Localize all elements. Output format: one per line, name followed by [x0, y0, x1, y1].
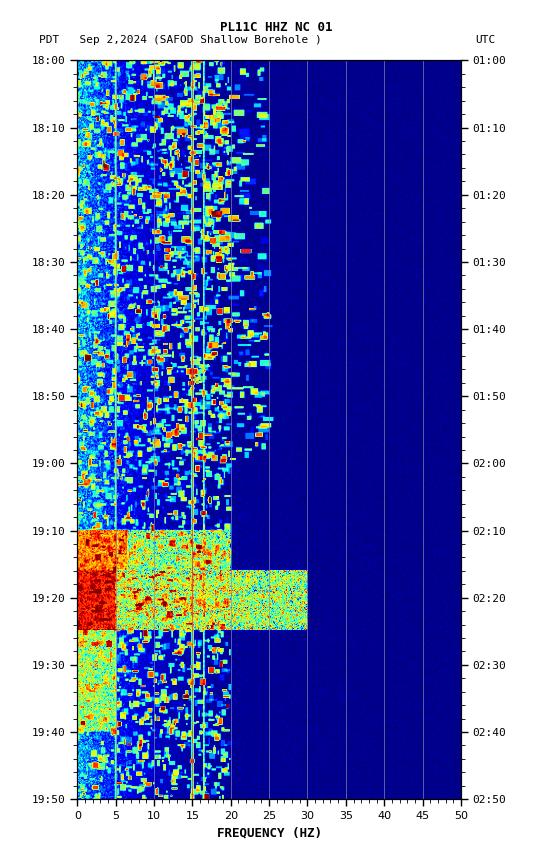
X-axis label: FREQUENCY (HZ): FREQUENCY (HZ) [216, 827, 322, 840]
Text: PDT   Sep 2,2024: PDT Sep 2,2024 [39, 35, 147, 45]
Text: UTC: UTC [476, 35, 496, 45]
Text: PL11C HHZ NC 01: PL11C HHZ NC 01 [220, 21, 332, 35]
Text: (SAFOD Shallow Borehole ): (SAFOD Shallow Borehole ) [153, 35, 322, 45]
